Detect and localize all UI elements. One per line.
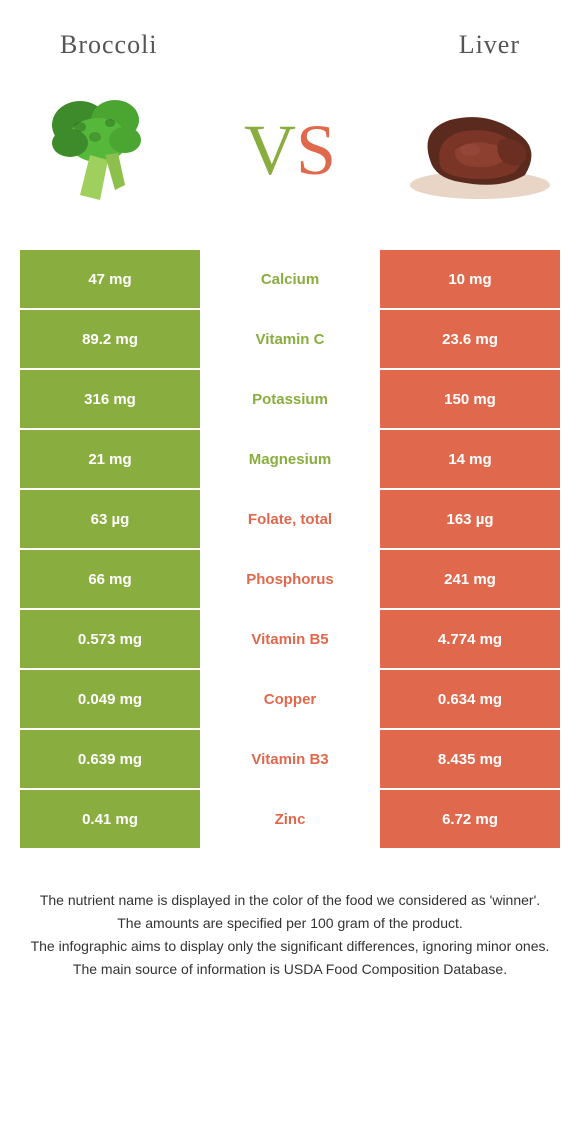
right-value: 6.72 mg bbox=[380, 790, 560, 850]
table-row: 0.049 mgCopper0.634 mg bbox=[20, 670, 560, 730]
left-value: 316 mg bbox=[20, 370, 200, 430]
footnote-line: The amounts are specified per 100 gram o… bbox=[30, 913, 550, 934]
right-value: 150 mg bbox=[380, 370, 560, 430]
footnote-line: The infographic aims to display only the… bbox=[30, 936, 550, 957]
table-row: 66 mgPhosphorus241 mg bbox=[20, 550, 560, 610]
right-value: 10 mg bbox=[380, 250, 560, 310]
nutrient-label: Vitamin B3 bbox=[200, 730, 380, 790]
nutrient-label: Zinc bbox=[200, 790, 380, 850]
right-value: 14 mg bbox=[380, 430, 560, 490]
table-row: 21 mgMagnesium14 mg bbox=[20, 430, 560, 490]
liver-icon bbox=[400, 90, 560, 210]
left-value: 0.639 mg bbox=[20, 730, 200, 790]
left-title: Broccoli bbox=[60, 30, 158, 60]
nutrient-label: Vitamin B5 bbox=[200, 610, 380, 670]
left-value: 0.41 mg bbox=[20, 790, 200, 850]
table-row: 63 µgFolate, total163 µg bbox=[20, 490, 560, 550]
right-value: 23.6 mg bbox=[380, 310, 560, 370]
vs-v: V bbox=[244, 109, 296, 192]
left-value: 0.049 mg bbox=[20, 670, 200, 730]
vs-label: VS bbox=[244, 109, 336, 192]
nutrient-label: Vitamin C bbox=[200, 310, 380, 370]
left-value: 0.573 mg bbox=[20, 610, 200, 670]
table-row: 0.639 mgVitamin B38.435 mg bbox=[20, 730, 560, 790]
right-value: 0.634 mg bbox=[380, 670, 560, 730]
right-value: 163 µg bbox=[380, 490, 560, 550]
nutrient-label: Phosphorus bbox=[200, 550, 380, 610]
right-value: 241 mg bbox=[380, 550, 560, 610]
liver-image bbox=[400, 80, 560, 220]
right-value: 8.435 mg bbox=[380, 730, 560, 790]
left-value: 21 mg bbox=[20, 430, 200, 490]
footnote-line: The nutrient name is displayed in the co… bbox=[30, 890, 550, 911]
broccoli-image bbox=[20, 80, 180, 220]
nutrient-table: 47 mgCalcium10 mg89.2 mgVitamin C23.6 mg… bbox=[20, 250, 560, 850]
nutrient-label: Magnesium bbox=[200, 430, 380, 490]
nutrient-label: Folate, total bbox=[200, 490, 380, 550]
left-value: 47 mg bbox=[20, 250, 200, 310]
table-row: 47 mgCalcium10 mg bbox=[20, 250, 560, 310]
vs-s: S bbox=[296, 109, 336, 192]
table-row: 89.2 mgVitamin C23.6 mg bbox=[20, 310, 560, 370]
table-row: 0.573 mgVitamin B54.774 mg bbox=[20, 610, 560, 670]
nutrient-label: Copper bbox=[200, 670, 380, 730]
table-row: 0.41 mgZinc6.72 mg bbox=[20, 790, 560, 850]
left-value: 66 mg bbox=[20, 550, 200, 610]
left-value: 89.2 mg bbox=[20, 310, 200, 370]
header: Broccoli Liver bbox=[0, 0, 580, 70]
footnotes: The nutrient name is displayed in the co… bbox=[0, 850, 580, 1002]
broccoli-icon bbox=[30, 85, 170, 215]
right-title: Liver bbox=[459, 30, 520, 60]
food-images-row: VS bbox=[0, 70, 580, 250]
table-row: 316 mgPotassium150 mg bbox=[20, 370, 560, 430]
nutrient-label: Potassium bbox=[200, 370, 380, 430]
right-value: 4.774 mg bbox=[380, 610, 560, 670]
footnote-line: The main source of information is USDA F… bbox=[30, 959, 550, 980]
left-value: 63 µg bbox=[20, 490, 200, 550]
nutrient-label: Calcium bbox=[200, 250, 380, 310]
